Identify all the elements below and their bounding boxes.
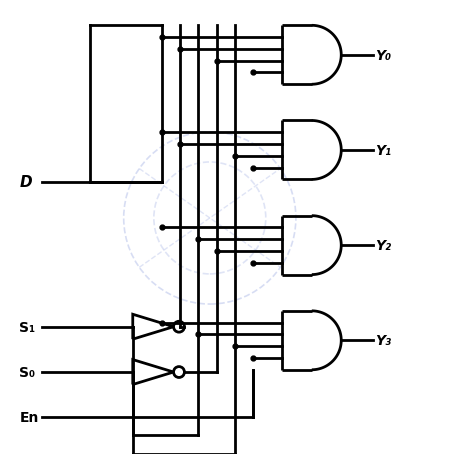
Text: Y₀: Y₀ <box>375 49 392 63</box>
Text: D: D <box>19 175 32 190</box>
Text: Y₁: Y₁ <box>375 144 392 157</box>
Text: Y₂: Y₂ <box>375 238 392 253</box>
Text: S₁: S₁ <box>19 320 36 334</box>
Text: Y₃: Y₃ <box>375 334 392 348</box>
Text: En: En <box>19 410 39 425</box>
Text: S₀: S₀ <box>19 365 36 379</box>
